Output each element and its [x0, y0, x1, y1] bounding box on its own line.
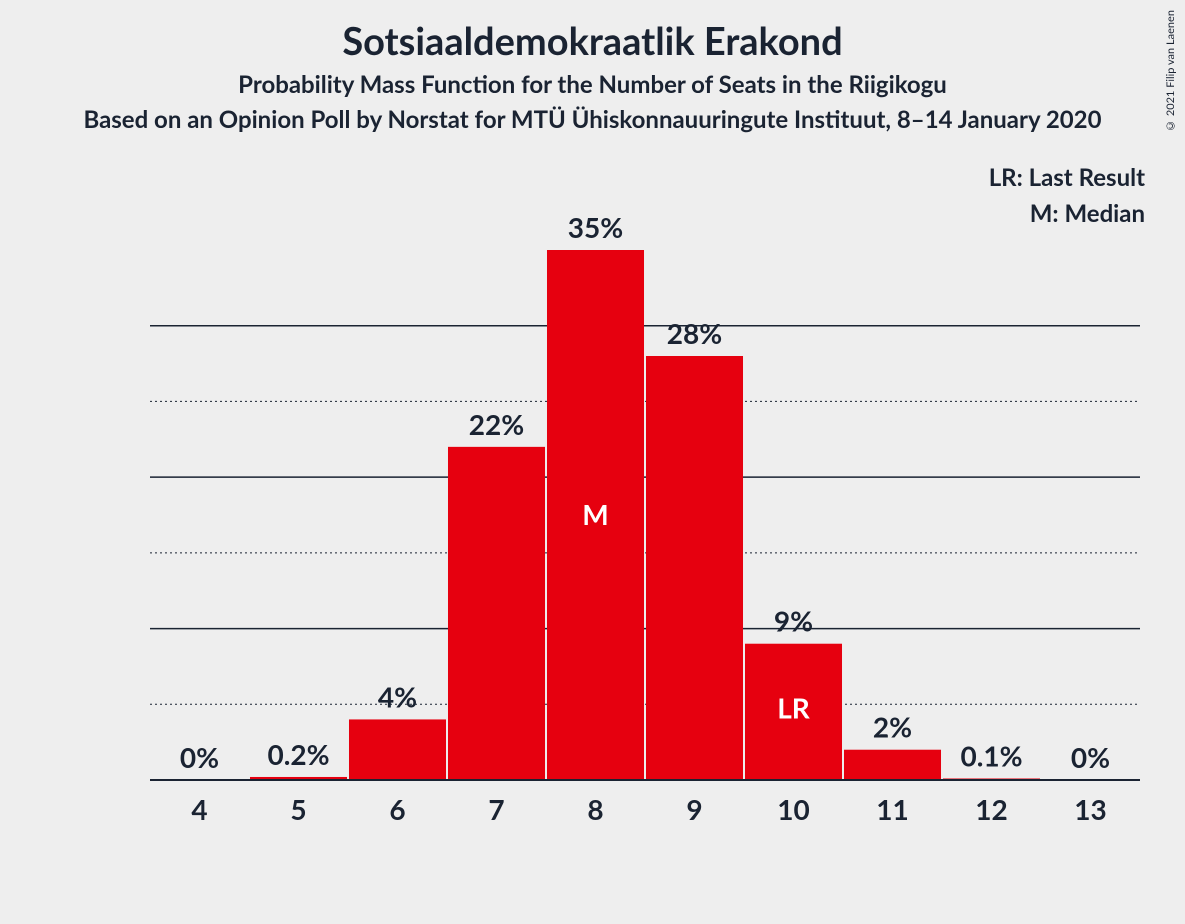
bar — [844, 750, 941, 780]
x-tick-label: 4 — [191, 792, 207, 826]
bar-value-label: 2% — [873, 710, 912, 744]
copyright-text: © 2021 Filip van Laenen — [1164, 10, 1177, 132]
titles-block: Sotsiaaldemokraatlik Erakond Probability… — [0, 0, 1185, 134]
bar — [448, 447, 545, 780]
bar-value-label: 0% — [180, 740, 219, 774]
legend-lr: LR: Last Result — [989, 160, 1145, 196]
bar-value-label: 35% — [568, 210, 623, 244]
bar-value-label: 4% — [378, 679, 417, 713]
last-result-marker: LR — [777, 691, 811, 725]
x-tick-label: 13 — [1074, 792, 1106, 826]
bar-value-label: 0.1% — [960, 738, 1022, 772]
x-tick-label: 12 — [975, 792, 1007, 826]
bar-chart: 10%20%30%0%40.2%54%622%735%8M28%99%10LR2… — [140, 210, 1150, 830]
chart-source: Based on an Opinion Poll by Norstat for … — [0, 105, 1185, 134]
median-marker: M — [582, 497, 608, 531]
chart-subtitle: Probability Mass Function for the Number… — [0, 70, 1185, 99]
bar-value-label: 22% — [469, 407, 524, 441]
bar-value-label: 28% — [667, 316, 722, 350]
x-tick-label: 7 — [488, 792, 504, 826]
x-tick-label: 5 — [290, 792, 306, 826]
bar-value-label: 0.2% — [267, 737, 329, 771]
bar — [349, 719, 446, 780]
x-tick-label: 10 — [777, 792, 809, 826]
chart-title: Sotsiaaldemokraatlik Erakond — [0, 18, 1185, 64]
x-tick-label: 11 — [876, 792, 908, 826]
x-tick-label: 8 — [587, 792, 603, 826]
x-tick-label: 9 — [686, 792, 702, 826]
bar-value-label: 9% — [774, 604, 813, 638]
x-tick-label: 6 — [389, 792, 405, 826]
bar-value-label: 0% — [1071, 740, 1110, 774]
bar — [646, 356, 743, 780]
